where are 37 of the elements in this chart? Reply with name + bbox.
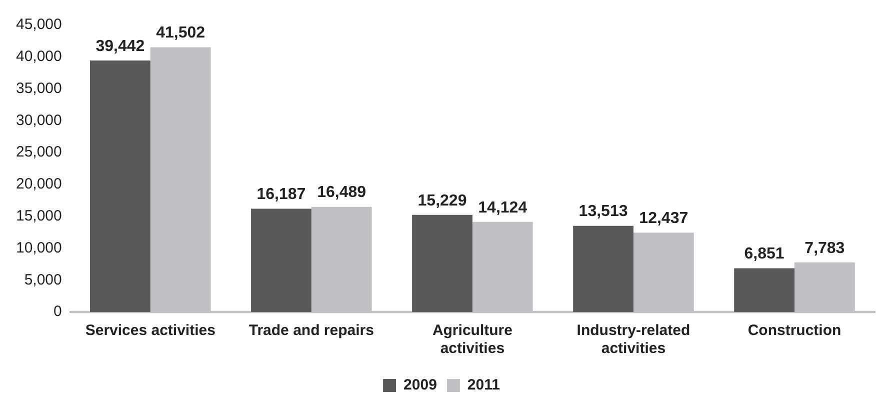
y-tick-label: 35,000 xyxy=(16,80,62,97)
y-tick-label: 0 xyxy=(54,303,62,320)
y-tick-label: 30,000 xyxy=(16,112,62,129)
y-tick-label: 15,000 xyxy=(16,207,62,224)
y-tick-label: 20,000 xyxy=(16,176,62,193)
x-tick-label: Services activities xyxy=(85,322,216,340)
bar xyxy=(90,60,150,312)
data-label: 41,502 xyxy=(156,24,206,42)
bar xyxy=(734,268,794,312)
bar xyxy=(150,47,211,312)
bar xyxy=(412,214,472,312)
bar xyxy=(251,208,312,312)
data-label: 15,229 xyxy=(418,192,467,210)
y-tick-label: 10,000 xyxy=(16,239,62,256)
data-label: 39,442 xyxy=(96,38,145,55)
bar xyxy=(794,262,855,312)
data-label: 13,513 xyxy=(578,203,628,220)
data-label: 14,124 xyxy=(478,199,528,216)
legend-label: 2011 xyxy=(467,376,500,394)
data-label: 16,187 xyxy=(256,186,306,204)
data-label: 12,437 xyxy=(639,210,688,228)
y-tick-label: 45,000 xyxy=(16,16,62,34)
y-tick-label: 25,000 xyxy=(16,144,62,161)
data-label: 6,851 xyxy=(744,246,784,263)
legend-label: 2009 xyxy=(404,376,437,394)
x-tick-label: Trade and repairs xyxy=(248,322,374,340)
bar xyxy=(633,232,694,312)
y-tick-label: 40,000 xyxy=(16,48,62,66)
x-tick-label: Construction xyxy=(748,322,842,340)
data-label: 16,489 xyxy=(317,184,366,202)
y-tick-label: 5,000 xyxy=(24,271,62,288)
bar xyxy=(311,206,372,312)
x-tick-label: Industry-related activities xyxy=(576,322,690,358)
x-tick-label: Agriculture activities xyxy=(432,322,512,358)
bar xyxy=(472,222,533,312)
bar xyxy=(573,226,634,312)
data-label: 7,783 xyxy=(804,240,845,257)
